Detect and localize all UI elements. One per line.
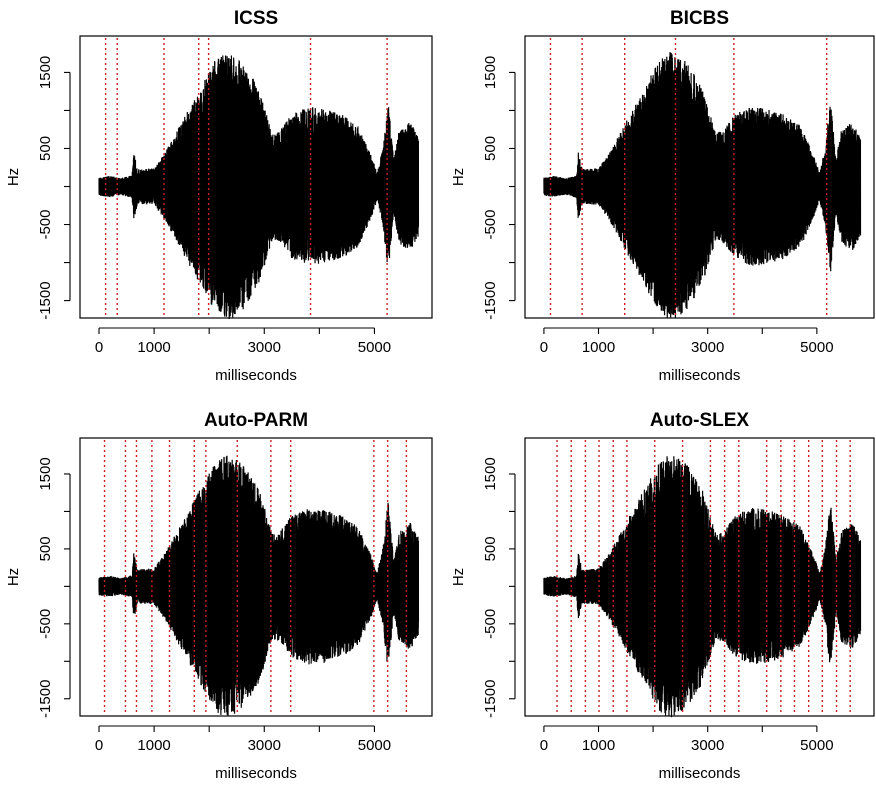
y-tick-label: 1500 bbox=[482, 56, 499, 89]
waveform-series bbox=[543, 52, 862, 319]
x-tick-label: 5000 bbox=[800, 737, 833, 754]
waveform-series bbox=[98, 55, 420, 319]
x-tick-label: 1000 bbox=[137, 737, 170, 754]
x-tick-label: 1000 bbox=[137, 339, 170, 356]
chart-title: ICSS bbox=[234, 8, 278, 29]
y-tick-label: -500 bbox=[37, 210, 54, 240]
y-axis-label: Hz bbox=[450, 568, 467, 586]
x-axis-label: milliseconds bbox=[659, 367, 741, 384]
chart-title: BICBS bbox=[670, 8, 729, 29]
x-axis-label: milliseconds bbox=[215, 765, 297, 782]
x-tick-label: 3000 bbox=[691, 339, 724, 356]
y-axis-label: Hz bbox=[5, 168, 22, 186]
y-tick-label: -1500 bbox=[37, 281, 54, 319]
x-tick-label: 5000 bbox=[358, 737, 391, 754]
chart-panel: BICBS 0 1000 3000 5000 milliseconds -1500 -500 5… bbox=[450, 8, 875, 384]
plot-frame bbox=[79, 437, 433, 717]
chart-panel: Auto-PARM 0 1000 3000 5000 milliseconds -1500 -… bbox=[5, 410, 433, 782]
y-tick-label: -1500 bbox=[37, 680, 54, 718]
x-tick-label: 0 bbox=[540, 737, 548, 754]
y-tick-label: -500 bbox=[37, 609, 54, 639]
plot-frame bbox=[79, 35, 433, 319]
x-axis-label: milliseconds bbox=[659, 765, 741, 782]
y-tick-label: 1500 bbox=[37, 56, 54, 89]
y-tick-label: -500 bbox=[482, 210, 499, 240]
chart-title: Auto-PARM bbox=[204, 410, 308, 431]
y-tick-label: -1500 bbox=[482, 281, 499, 319]
y-axis-label: Hz bbox=[450, 168, 467, 186]
x-tick-label: 3000 bbox=[248, 737, 281, 754]
y-tick-label: -500 bbox=[482, 609, 499, 639]
y-tick-label: -1500 bbox=[482, 680, 499, 718]
x-axis-label: milliseconds bbox=[215, 367, 297, 384]
waveform-series bbox=[543, 456, 862, 718]
x-tick-label: 5000 bbox=[358, 339, 391, 356]
chart-panel: Auto-SLEX 0 1000 3000 5000 milliseconds -1500 -… bbox=[450, 410, 875, 782]
x-tick-label: 0 bbox=[95, 737, 103, 754]
y-tick-label: 500 bbox=[482, 536, 499, 561]
y-tick-label: 500 bbox=[37, 136, 54, 161]
y-axis-label: Hz bbox=[5, 568, 22, 586]
plot-frame bbox=[524, 35, 875, 319]
x-tick-label: 3000 bbox=[691, 737, 724, 754]
chart-title: Auto-SLEX bbox=[650, 410, 750, 431]
x-tick-label: 5000 bbox=[800, 339, 833, 356]
y-tick-label: 1500 bbox=[482, 457, 499, 490]
y-tick-label: 500 bbox=[37, 536, 54, 561]
x-tick-label: 3000 bbox=[248, 339, 281, 356]
y-tick-label: 500 bbox=[482, 136, 499, 161]
plot-frame bbox=[524, 437, 875, 717]
x-tick-label: 1000 bbox=[582, 737, 615, 754]
waveform-series bbox=[98, 455, 420, 716]
x-tick-label: 0 bbox=[95, 339, 103, 356]
y-tick-label: 1500 bbox=[37, 457, 54, 490]
x-tick-label: 0 bbox=[540, 339, 548, 356]
chart-panel: ICSS 0 1000 3000 5000 milliseconds -1500 -500 50… bbox=[5, 8, 433, 384]
x-tick-label: 1000 bbox=[582, 339, 615, 356]
